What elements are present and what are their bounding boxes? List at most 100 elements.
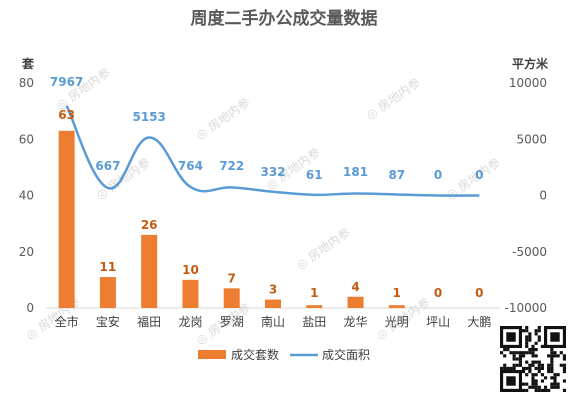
qr-finder-core [506,376,516,386]
qr-module [534,332,538,336]
x-tick-label: 南山 [261,314,285,329]
qr-module [562,363,566,367]
qr-module [525,344,529,348]
qr-module [537,335,541,339]
qr-module [531,344,535,348]
qr-module [550,382,554,386]
qr-module [525,373,529,377]
x-tick-label: 福田 [137,314,161,329]
qr-module [550,363,554,367]
qr-module [512,357,516,361]
qr-module [503,363,507,367]
bar-data-label: 1 [310,286,318,300]
qr-module [534,348,538,352]
qr-module [534,366,538,370]
qr-module [537,326,541,330]
y-left-unit: 套 [21,56,35,71]
qr-module [544,376,548,380]
qr-module [506,348,510,352]
qr-module [522,370,526,374]
y-right-tick-label: 10000 [509,76,547,90]
qr-module [525,326,529,330]
qr-module [553,379,557,383]
qr-module [531,373,535,377]
bar [141,234,158,308]
qr-module [525,335,529,339]
x-tick-label: 宝安 [96,314,120,329]
qr-module [525,338,529,342]
qr-module [512,354,516,358]
qr-module [518,357,522,361]
qr-module [518,351,522,355]
qr-module [559,351,563,355]
qr-module [550,366,554,370]
qr-module [550,360,554,364]
qr-module [522,329,526,333]
watermark-text: ◎ 房地内参 [363,74,423,122]
qr-module [531,379,535,383]
qr-module [537,388,541,392]
qr-module [531,360,535,364]
qr-module [547,370,551,374]
qr-module [509,351,513,355]
qr-module [500,351,504,355]
qr-module [525,329,529,333]
qr-module [534,388,538,392]
qr-module [540,388,544,392]
qr-module [562,388,566,392]
x-tick-label: 罗湖 [220,314,244,329]
qr-module [562,354,566,358]
qr-module [540,373,544,377]
qr-module [528,385,532,389]
bar-data-label: 26 [141,218,158,232]
x-tick-label: 盐田 [302,315,326,329]
legend-swatch-bar [198,350,226,359]
qr-module [534,341,538,345]
qr-module [534,382,538,386]
qr-module [528,351,532,355]
qr-module [528,338,532,342]
qr-module [512,366,516,370]
qr-module [525,382,529,386]
qr-module [531,351,535,355]
bar [306,305,323,308]
qr-module [553,376,557,380]
qr-module [528,348,532,352]
qr-module [525,341,529,345]
y-left-tick-label: 0 [26,301,34,315]
bar [388,305,405,308]
y-right-tick-label: -10000 [504,301,547,315]
qr-module [534,373,538,377]
qr-module [550,376,554,380]
bar-data-label: 63 [58,108,75,122]
qr-module [540,366,544,370]
bar [265,299,281,308]
qr-module [540,379,544,383]
qr-module [553,385,557,389]
qr-finder-core [550,332,560,342]
qr-module [540,344,544,348]
qr-module [534,360,538,364]
qr-module [534,329,538,333]
qr-module [503,366,507,370]
qr-module [522,354,526,358]
line-data-label: 61 [306,168,323,182]
qr-module [547,388,551,392]
qr-module [531,382,535,386]
qr-module [537,360,541,364]
qr-module [525,366,529,370]
qr-module [562,379,566,383]
qr-module [506,366,510,370]
line-data-label: 667 [95,159,120,173]
qr-module [547,363,551,367]
qr-module [537,370,541,374]
y-left-tick-label: 40 [19,189,34,203]
line-data-label: 5153 [132,110,165,124]
qr-module [531,363,535,367]
qr-module [525,388,529,392]
qr-module [522,351,526,355]
bar-data-label: 0 [475,286,483,300]
qr-module [522,382,526,386]
qr-module [550,351,554,355]
